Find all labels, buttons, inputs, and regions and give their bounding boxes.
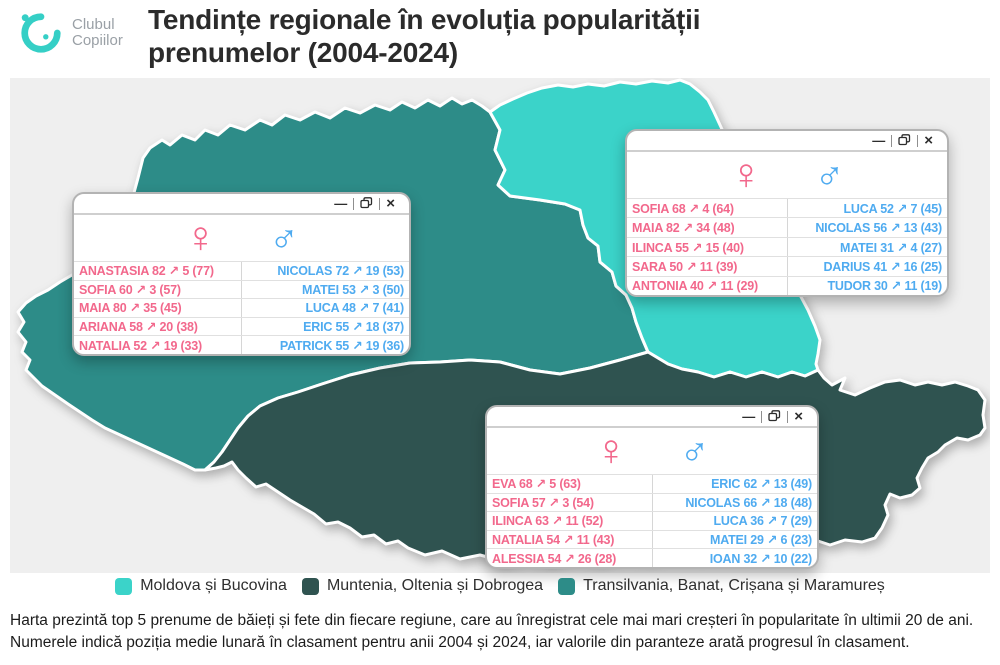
titlebar-divider bbox=[379, 197, 381, 210]
table-row: SOFIA 60 ↗ 3 (57) MATEI 53 ↗ 3 (50) bbox=[74, 279, 409, 299]
map-legend: Moldova și Bucovina Muntenia, Oltenia și… bbox=[0, 577, 1000, 595]
boy-name-cell: DARIUS 41 ↗ 16 (25) bbox=[823, 259, 942, 274]
page-title: Tendințe regionale în evoluția popularit… bbox=[148, 4, 701, 68]
legend-color-swatch bbox=[301, 577, 319, 595]
girl-name-cell: SARA 50 ↗ 11 (39) bbox=[627, 257, 788, 276]
names-panel: ♀ ♂ SOFIA 68 ↗ 4 (64) LUCA 52 ↗ 7 (45) M… bbox=[627, 152, 947, 295]
legend-label: Moldova și Bucovina bbox=[140, 577, 287, 594]
gender-header: ♀ ♂ bbox=[74, 215, 409, 261]
boy-name-cell: TUDOR 30 ↗ 11 (19) bbox=[827, 279, 942, 294]
boy-name-cell: NICOLAS 66 ↗ 18 (48) bbox=[685, 495, 812, 510]
female-symbol-icon: ♀ bbox=[594, 426, 628, 475]
boy-name-cell: NICOLAS 72 ↗ 19 (53) bbox=[277, 264, 404, 279]
logo-text: Clubul Copiilor bbox=[72, 15, 123, 49]
names-panel: ♀ ♂ ANASTASIA 82 ↗ 5 (77) NICOLAS 72 ↗ 1… bbox=[74, 215, 409, 354]
titlebar-divider bbox=[353, 197, 355, 210]
window-titlebar: — × bbox=[74, 194, 409, 215]
girl-name-cell: NATALIA 52 ↗ 19 (33) bbox=[74, 336, 242, 354]
table-row: ILINCA 55 ↗ 15 (40) MATEI 31 ↗ 4 (27) bbox=[627, 236, 947, 257]
gender-header: ♀ ♂ bbox=[487, 428, 817, 474]
girl-name-cell: ALESSIA 54 ↗ 26 (28) bbox=[487, 549, 653, 567]
girl-name-cell: SOFIA 68 ↗ 4 (64) bbox=[627, 199, 788, 218]
boy-name-cell: PATRICK 55 ↗ 19 (36) bbox=[279, 338, 404, 353]
table-row: SOFIA 68 ↗ 4 (64) LUCA 52 ↗ 7 (45) bbox=[627, 198, 947, 218]
close-button[interactable]: × bbox=[794, 408, 803, 425]
names-panel: ♀ ♂ EVA 68 ↗ 5 (63) ERIC 62 ↗ 13 (49) SO… bbox=[487, 428, 817, 567]
legend-item: Transilvania, Banat, Crișana și Maramure… bbox=[558, 577, 885, 595]
popup-window-moldova: — × ♀ ♂ SOFIA 68 ↗ 4 (64) LUCA 52 ↗ 7 (4… bbox=[625, 129, 949, 297]
boy-name-cell: LUCA 36 ↗ 7 (29) bbox=[713, 514, 812, 529]
header: Clubul Copiilor Tendințe regionale în ev… bbox=[0, 0, 1000, 78]
minimize-button[interactable]: — bbox=[334, 196, 348, 211]
minimize-button[interactable]: — bbox=[742, 409, 756, 424]
titlebar-divider bbox=[917, 134, 919, 147]
boy-name-cell: NICOLAS 56 ↗ 13 (43) bbox=[815, 221, 942, 236]
table-row: ARIANA 58 ↗ 20 (38) ERIC 55 ↗ 18 (37) bbox=[74, 316, 409, 336]
legend-label: Transilvania, Banat, Crișana și Maramure… bbox=[583, 577, 885, 594]
restore-icon[interactable] bbox=[762, 409, 787, 424]
legend-item: Muntenia, Oltenia și Dobrogea bbox=[301, 577, 544, 595]
table-row: ANASTASIA 82 ↗ 5 (77) NICOLAS 72 ↗ 19 (5… bbox=[74, 261, 409, 280]
male-symbol-icon: ♂ bbox=[269, 216, 299, 260]
girl-name-cell: NATALIA 54 ↗ 11 (43) bbox=[487, 530, 653, 549]
popup-window-transilvania: — × ♀ ♂ ANASTASIA 82 ↗ 5 (77) NICOLAS 72… bbox=[72, 192, 411, 356]
table-row: ILINCA 63 ↗ 11 (52) LUCA 36 ↗ 7 (29) bbox=[487, 511, 817, 530]
girl-name-cell: ANTONIA 40 ↗ 11 (29) bbox=[627, 276, 788, 295]
titlebar-divider bbox=[891, 134, 893, 147]
gender-header: ♀ ♂ bbox=[627, 152, 947, 198]
legend-item: Moldova și Bucovina bbox=[115, 577, 287, 595]
window-titlebar: — × bbox=[627, 131, 947, 152]
girl-name-cell: EVA 68 ↗ 5 (63) bbox=[487, 475, 653, 493]
table-row: NATALIA 54 ↗ 11 (43) MATEI 29 ↗ 6 (23) bbox=[487, 529, 817, 549]
legend-color-swatch bbox=[558, 577, 576, 595]
minimize-button[interactable]: — bbox=[872, 133, 886, 148]
close-button[interactable]: × bbox=[924, 132, 933, 149]
table-row: EVA 68 ↗ 5 (63) ERIC 62 ↗ 13 (49) bbox=[487, 474, 817, 493]
titlebar-divider bbox=[761, 410, 763, 423]
boy-name-cell: ERIC 55 ↗ 18 (37) bbox=[303, 320, 404, 335]
boy-name-cell: ERIC 62 ↗ 13 (49) bbox=[711, 477, 812, 492]
boy-name-cell: LUCA 48 ↗ 7 (41) bbox=[305, 301, 404, 316]
legend-label: Muntenia, Oltenia și Dobrogea bbox=[326, 577, 544, 594]
female-symbol-icon: ♀ bbox=[184, 213, 217, 262]
table-row: SARA 50 ↗ 11 (39) DARIUS 41 ↗ 16 (25) bbox=[627, 256, 947, 276]
restore-icon[interactable] bbox=[892, 133, 917, 148]
table-row: MAIA 82 ↗ 34 (48) NICOLAS 56 ↗ 13 (43) bbox=[627, 217, 947, 237]
clubul-copiilor-logo: Clubul Copiilor bbox=[18, 10, 123, 56]
boy-name-cell: MATEI 53 ↗ 3 (50) bbox=[301, 282, 404, 297]
girl-name-cell: MAIA 82 ↗ 34 (48) bbox=[627, 218, 788, 237]
window-titlebar: — × bbox=[487, 407, 817, 428]
legend-color-swatch bbox=[115, 577, 133, 595]
restore-icon[interactable] bbox=[354, 196, 379, 211]
boy-name-cell: LUCA 52 ↗ 7 (45) bbox=[843, 201, 942, 216]
table-row: ALESSIA 54 ↗ 26 (28) IOAN 32 ↗ 10 (22) bbox=[487, 548, 817, 567]
boy-name-cell: MATEI 29 ↗ 6 (23) bbox=[709, 533, 812, 548]
girl-name-cell: ARIANA 58 ↗ 20 (38) bbox=[74, 317, 242, 336]
girl-name-cell: ILINCA 55 ↗ 15 (40) bbox=[627, 237, 788, 257]
names-table: EVA 68 ↗ 5 (63) ERIC 62 ↗ 13 (49) SOFIA … bbox=[487, 474, 817, 567]
table-row: MAIA 80 ↗ 35 (45) LUCA 48 ↗ 7 (41) bbox=[74, 298, 409, 317]
male-symbol-icon: ♂ bbox=[679, 429, 710, 473]
close-button[interactable]: × bbox=[386, 195, 395, 212]
boy-name-cell: MATEI 31 ↗ 4 (27) bbox=[839, 240, 942, 255]
popup-window-muntenia: — × ♀ ♂ EVA 68 ↗ 5 (63) ERIC 62 ↗ 13 (49… bbox=[485, 405, 819, 569]
girl-name-cell: SOFIA 60 ↗ 3 (57) bbox=[74, 280, 242, 299]
names-table: SOFIA 68 ↗ 4 (64) LUCA 52 ↗ 7 (45) MAIA … bbox=[627, 198, 947, 295]
boy-name-cell: IOAN 32 ↗ 10 (22) bbox=[709, 551, 812, 566]
logo-swirl-icon bbox=[21, 13, 61, 53]
table-row: NATALIA 52 ↗ 19 (33) PATRICK 55 ↗ 19 (36… bbox=[74, 335, 409, 354]
girl-name-cell: ILINCA 63 ↗ 11 (52) bbox=[487, 512, 653, 530]
names-table: ANASTASIA 82 ↗ 5 (77) NICOLAS 72 ↗ 19 (5… bbox=[74, 261, 409, 354]
girl-name-cell: ANASTASIA 82 ↗ 5 (77) bbox=[74, 262, 242, 280]
footer-description: Harta prezintă top 5 prenume de băieți ș… bbox=[10, 612, 974, 651]
table-row: SOFIA 57 ↗ 3 (54) NICOLAS 66 ↗ 18 (48) bbox=[487, 492, 817, 512]
girl-name-cell: SOFIA 57 ↗ 3 (54) bbox=[487, 493, 653, 512]
male-symbol-icon: ♂ bbox=[814, 153, 845, 197]
titlebar-divider bbox=[787, 410, 789, 423]
girl-name-cell: MAIA 80 ↗ 35 (45) bbox=[74, 299, 242, 317]
table-row: ANTONIA 40 ↗ 11 (29) TUDOR 30 ↗ 11 (19) bbox=[627, 275, 947, 295]
female-symbol-icon: ♀ bbox=[729, 150, 763, 199]
